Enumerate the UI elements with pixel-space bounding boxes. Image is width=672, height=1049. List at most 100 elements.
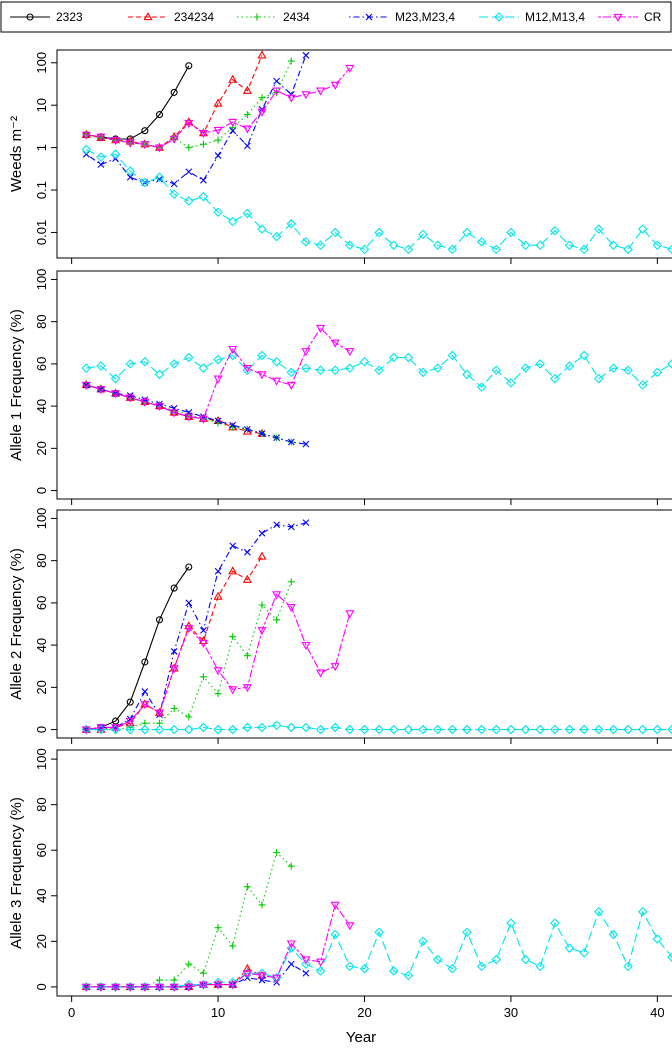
data-point bbox=[170, 180, 178, 188]
data-point bbox=[214, 567, 222, 575]
data-point bbox=[243, 548, 251, 556]
data-point bbox=[272, 87, 282, 96]
panel-4: 0 20 40 60 80 100 0 10 20 30 40 Allele 3 Frequency … bbox=[8, 748, 672, 1046]
data-point bbox=[257, 224, 267, 234]
data-point bbox=[374, 724, 384, 735]
data-point bbox=[257, 968, 267, 979]
data-point bbox=[330, 901, 340, 910]
data-point bbox=[359, 244, 370, 255]
data-point bbox=[623, 724, 633, 735]
data-point bbox=[243, 111, 251, 119]
data-point bbox=[432, 240, 443, 251]
y-tick-label: 40 bbox=[34, 889, 49, 903]
data-point bbox=[242, 85, 252, 94]
data-point bbox=[141, 688, 149, 695]
data-point bbox=[594, 373, 604, 384]
data-point bbox=[302, 440, 310, 448]
data-point bbox=[154, 724, 165, 735]
data-point bbox=[156, 175, 163, 183]
data-point bbox=[301, 956, 311, 965]
data-point bbox=[213, 591, 223, 600]
data-point bbox=[637, 906, 648, 917]
data-point bbox=[242, 365, 253, 376]
data-point bbox=[506, 724, 516, 735]
legend-label: 2434 bbox=[283, 10, 310, 24]
y-tick-label: 0 bbox=[34, 487, 49, 494]
x-axis-label: Year bbox=[346, 1029, 376, 1046]
data-point bbox=[213, 207, 223, 217]
series-M23,M23,4 bbox=[82, 381, 310, 448]
data-point bbox=[229, 942, 237, 950]
data-point bbox=[403, 244, 414, 255]
data-point bbox=[81, 144, 92, 155]
data-point bbox=[242, 208, 253, 219]
series-CR bbox=[81, 324, 355, 424]
y-axis-label: Allele 3 Frequency (%) bbox=[8, 797, 25, 949]
data-point bbox=[96, 386, 106, 395]
data-point bbox=[301, 237, 311, 247]
data-point bbox=[462, 927, 472, 938]
data-point bbox=[184, 413, 194, 422]
data-point bbox=[125, 166, 135, 176]
data-point bbox=[506, 227, 516, 238]
data-point bbox=[213, 724, 223, 735]
y-tick-label: 40 bbox=[34, 638, 49, 652]
data-point bbox=[242, 125, 252, 134]
data-point bbox=[242, 364, 252, 374]
data-point bbox=[286, 381, 296, 390]
series-line bbox=[86, 593, 351, 731]
data-point bbox=[272, 974, 282, 983]
data-point bbox=[214, 690, 222, 698]
data-point bbox=[140, 141, 150, 150]
data-point bbox=[520, 954, 531, 965]
data-point bbox=[111, 724, 121, 733]
panel-3: 0 20 40 60 80 100 Allele 2 Frequency (%) bbox=[8, 508, 672, 744]
data-point bbox=[301, 722, 311, 733]
data-point bbox=[96, 361, 106, 371]
data-point bbox=[155, 616, 164, 624]
series-line bbox=[86, 60, 292, 149]
data-point bbox=[81, 363, 92, 373]
data-point bbox=[476, 724, 487, 735]
series-2323 bbox=[82, 62, 193, 143]
data-point bbox=[229, 127, 237, 135]
data-point bbox=[403, 724, 414, 735]
data-point bbox=[214, 152, 222, 159]
x-tick-label: 10 bbox=[211, 1005, 225, 1020]
data-point bbox=[273, 434, 281, 442]
data-point bbox=[389, 966, 399, 976]
data-point bbox=[126, 173, 134, 181]
data-point bbox=[228, 74, 238, 83]
data-point bbox=[271, 231, 282, 242]
data-point bbox=[594, 724, 604, 735]
data-point bbox=[154, 402, 165, 412]
data-point bbox=[287, 57, 295, 65]
data-point bbox=[564, 943, 575, 953]
data-point bbox=[228, 118, 238, 127]
data-point bbox=[213, 98, 223, 107]
data-point bbox=[623, 961, 633, 972]
data-point bbox=[447, 350, 458, 361]
y-tick-label: 0.01 bbox=[34, 220, 49, 245]
data-point bbox=[403, 970, 414, 981]
data-point bbox=[243, 142, 251, 150]
data-point bbox=[287, 438, 295, 446]
data-point bbox=[652, 934, 663, 944]
data-point bbox=[623, 365, 633, 376]
legend-marker-2434 bbox=[253, 13, 261, 21]
data-point bbox=[637, 724, 648, 735]
data-point bbox=[345, 922, 355, 931]
data-point bbox=[125, 139, 135, 148]
x-tick-label: 0 bbox=[68, 1005, 75, 1020]
data-point bbox=[81, 983, 91, 992]
data-point bbox=[140, 701, 150, 710]
data-point bbox=[345, 363, 355, 373]
data-point bbox=[550, 373, 560, 384]
data-point bbox=[608, 240, 619, 251]
data-point bbox=[535, 240, 545, 251]
data-point bbox=[286, 219, 297, 229]
data-point bbox=[520, 363, 531, 373]
data-point bbox=[141, 127, 149, 135]
data-point bbox=[169, 983, 179, 992]
data-point bbox=[170, 648, 178, 655]
